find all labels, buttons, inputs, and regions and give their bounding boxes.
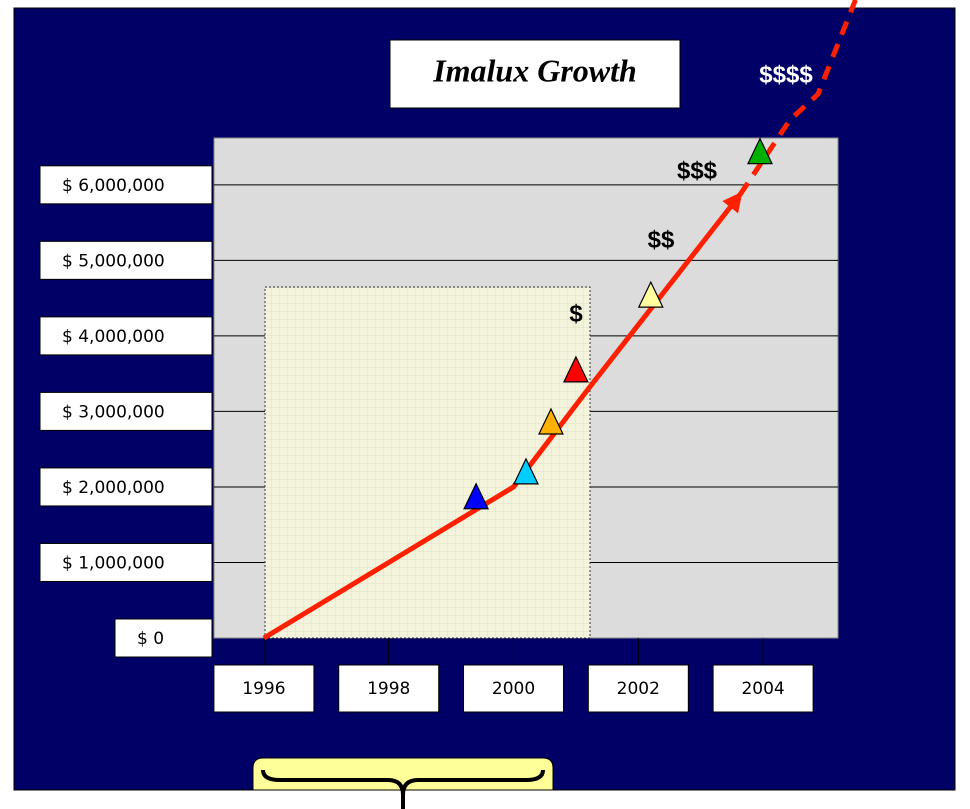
- milestone-marker: [747, 137, 773, 165]
- milestone-marker: [538, 407, 564, 435]
- y-tick-label: $ 2,000,000: [62, 478, 165, 498]
- y-tick-label: $ 4,000,000: [62, 327, 165, 347]
- brace-box: [252, 757, 554, 791]
- x-tick-box: [587, 664, 689, 713]
- milestone-marker: [463, 482, 490, 510]
- y-tick-label: $ 1,000,000: [62, 553, 165, 573]
- y-tick-box: [39, 542, 213, 582]
- y-tick-label: $ 6,000,000: [62, 176, 165, 196]
- highlight-region: [264, 286, 591, 639]
- y-tick-label: $ 3,000,000: [62, 402, 165, 422]
- x-tick-box: [213, 664, 315, 713]
- y-tick-box: [39, 467, 213, 507]
- y-tick-box: [39, 316, 213, 356]
- x-tick-box: [338, 664, 440, 713]
- milestone-marker: [637, 280, 664, 308]
- x-tick-box: [463, 664, 565, 713]
- y-tick-box: [114, 618, 213, 658]
- x-tick-box: [712, 664, 814, 713]
- growth-line: [262, 191, 743, 641]
- title-box: [389, 39, 681, 109]
- x-tick-label: 1998: [367, 679, 410, 699]
- money-annotation: $: [569, 300, 583, 327]
- money-annotation: $$$: [677, 157, 718, 184]
- x-tick-label: 1996: [242, 679, 285, 699]
- y-tick-label: $ 0: [137, 629, 164, 649]
- y-tick-box: [39, 391, 213, 431]
- milestone-marker: [513, 457, 539, 485]
- money-annotation: $$$$: [759, 61, 813, 88]
- x-tick-label: 2004: [741, 679, 784, 699]
- y-tick-box: [39, 240, 213, 280]
- money-annotation: $$: [648, 226, 675, 253]
- y-tick-label: $ 5,000,000: [62, 251, 165, 271]
- y-tick-box: [39, 165, 213, 205]
- chart-title: Imalux Growth: [432, 52, 637, 88]
- x-tick-label: 2000: [492, 679, 535, 699]
- growth-line: [737, 0, 858, 197]
- milestone-marker: [562, 355, 589, 383]
- x-tick-label: 2002: [617, 679, 660, 699]
